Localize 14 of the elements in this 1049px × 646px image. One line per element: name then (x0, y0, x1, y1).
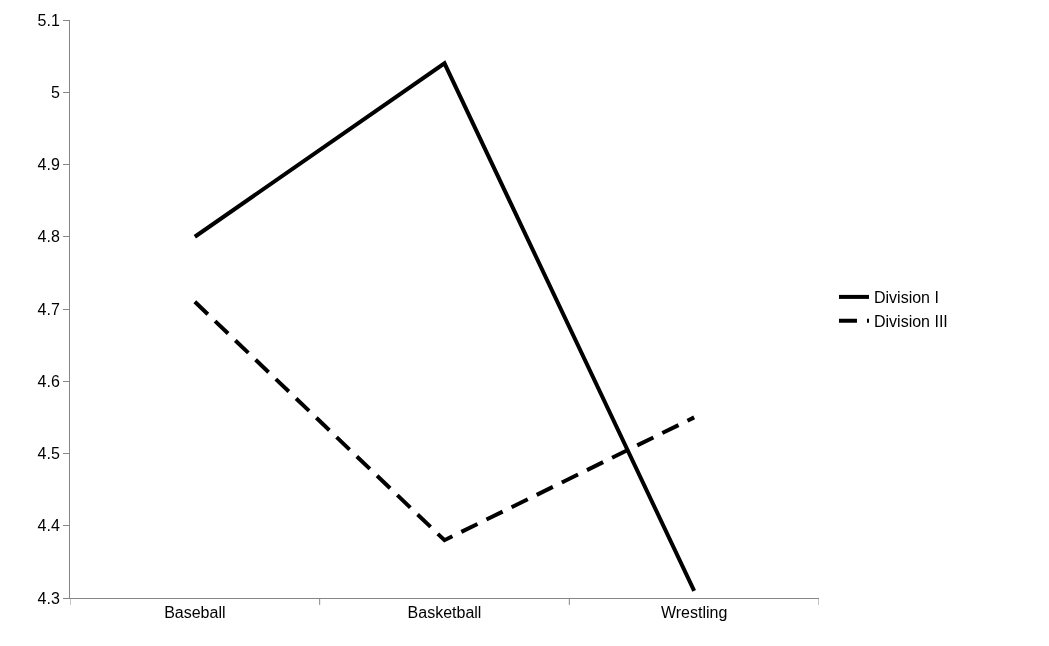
y-tick-label: 4.4 (37, 517, 60, 535)
y-tick-label: 4.8 (37, 228, 60, 246)
y-tick-label: 4.7 (37, 300, 60, 318)
x-tick-label: Baseball (164, 604, 226, 622)
y-tick-label: 5 (50, 83, 60, 101)
x-tick-label: Wrestling (660, 604, 728, 622)
legend-label: Division III (873, 312, 948, 330)
y-tick-label: 4.5 (37, 445, 60, 463)
y-tick-label: 4.6 (37, 372, 60, 390)
y-tick-label: 4.9 (37, 156, 60, 174)
y-tick-label: 4.3 (37, 589, 60, 607)
y-tick-label: 5.1 (37, 11, 60, 29)
x-tick-label: Basketball (407, 604, 482, 622)
legend-label: Division I (873, 289, 939, 307)
